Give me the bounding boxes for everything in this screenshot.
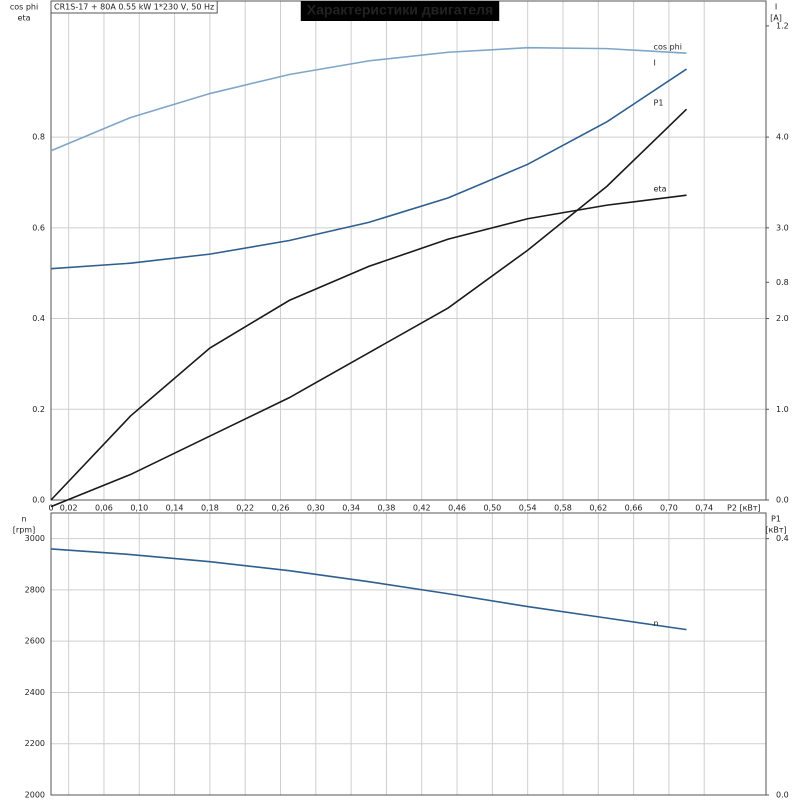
- y-tick-label: 0.6: [32, 223, 45, 232]
- y-tick-label: 3000: [25, 534, 45, 543]
- y-axis-label: [rpm]: [13, 526, 35, 535]
- x-tick-label: 0,02: [60, 504, 78, 513]
- x-tick-label: 0,42: [413, 504, 431, 513]
- x-axis-label: P2 [кВт]: [727, 504, 761, 513]
- y-axis-label: n: [21, 515, 26, 524]
- x-tick-label: 0,10: [130, 504, 148, 513]
- y2-tick-label: 4.0: [776, 133, 789, 142]
- chart-title: Характеристики двигателя: [307, 2, 493, 18]
- series-line: [50, 108, 688, 508]
- y2-axis-label: [кВт]: [765, 526, 786, 535]
- y-tick-label: 2400: [25, 688, 45, 697]
- x-tick-label: 0,58: [554, 504, 572, 513]
- series-line: [50, 548, 687, 631]
- series-label: P1: [654, 99, 664, 108]
- y2-tick-label: 1.0: [776, 405, 789, 414]
- y2-tick-label: 2.0: [776, 314, 789, 323]
- y2-tick-label: 0.8: [776, 278, 789, 287]
- x-tick-label: 0,14: [166, 504, 184, 513]
- chart-subtitle: CR1S-17 + 80A 0.55 kW 1*230 V, 50 Hz: [54, 3, 214, 12]
- y2-axis-label: P1: [771, 515, 781, 524]
- x-tick-label: 0,54: [519, 504, 537, 513]
- series-label: I: [654, 59, 656, 68]
- y-tick-label: 2200: [25, 739, 45, 748]
- y2-tick-label: 0.0: [776, 496, 789, 505]
- y2-tick-label: 0.0: [776, 791, 789, 800]
- series-line: [50, 68, 687, 270]
- series-line: [50, 194, 687, 501]
- x-tick-label: 0,70: [660, 504, 678, 513]
- y-tick-label: 0.2: [32, 405, 45, 414]
- y-axis-label: cos phi: [10, 3, 38, 12]
- x-tick-label: 0,30: [307, 504, 325, 513]
- subtitle-box: [50, 0, 218, 14]
- y2-axis-label: I: [775, 3, 777, 12]
- x-tick-label: 0: [48, 504, 53, 513]
- y-tick-label: 0.0: [32, 496, 45, 505]
- series-line: [50, 46, 687, 152]
- y-tick-label: 2600: [25, 637, 45, 646]
- x-tick-label: 0,06: [95, 504, 113, 513]
- x-tick-label: 0,50: [483, 504, 501, 513]
- x-tick-label: 0,34: [342, 504, 360, 513]
- y2-axis-label: [A]: [770, 14, 782, 23]
- x-tick-label: 0,66: [625, 504, 643, 513]
- title-box: [300, 1, 500, 21]
- y-tick-label: 2000: [25, 791, 45, 800]
- y-tick-label: 2800: [25, 585, 45, 594]
- series-label: n: [654, 619, 659, 628]
- y-axis-label: eta: [18, 14, 31, 23]
- x-tick-label: 0,46: [448, 504, 466, 513]
- plot-frame: [50, 512, 767, 796]
- x-tick-label: 0,38: [378, 504, 396, 513]
- series-label: eta: [654, 185, 667, 194]
- y2-tick-label: 1.2: [776, 21, 789, 30]
- x-tick-label: 0,26: [272, 504, 290, 513]
- y2-tick-label: 3.0: [776, 223, 789, 232]
- x-tick-label: 0,22: [236, 504, 254, 513]
- series-label: cos phi: [654, 43, 682, 52]
- y-tick-label: 0.4: [32, 314, 45, 323]
- y-tick-label: 0.8: [32, 133, 45, 142]
- x-tick-label: 0,18: [201, 504, 219, 513]
- x-tick-label: 0,62: [589, 504, 607, 513]
- y2-tick-label: 0.4: [776, 534, 789, 543]
- x-tick-label: 0,74: [695, 504, 713, 513]
